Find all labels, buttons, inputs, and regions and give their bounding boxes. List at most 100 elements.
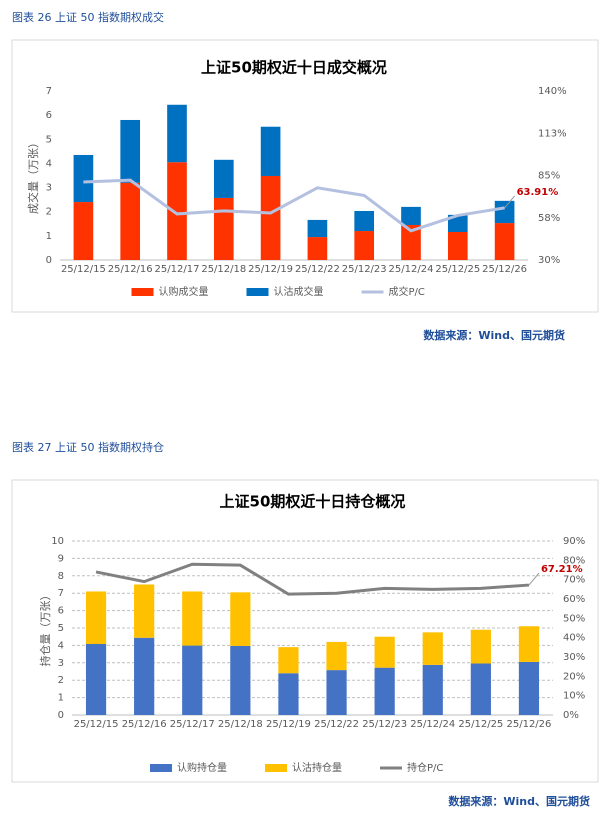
bar bbox=[260, 175, 281, 260]
bar bbox=[326, 641, 347, 671]
bar bbox=[167, 162, 187, 260]
y2-tick-label: 140% bbox=[538, 86, 567, 97]
y-tick-label: 1 bbox=[46, 231, 52, 242]
value-label: 67.21% bbox=[541, 564, 583, 575]
y-tick-label: 1 bbox=[58, 693, 64, 704]
figure-source: 数据来源：Wind、国元期货 bbox=[423, 328, 565, 342]
legend-swatch bbox=[246, 288, 269, 296]
y-tick-label: 4 bbox=[58, 640, 64, 651]
y-tick-label: 6 bbox=[58, 606, 64, 617]
bar bbox=[85, 644, 107, 715]
chart-title: 上证50期权近十日持仓概况 bbox=[220, 493, 406, 511]
y-tick-label: 2 bbox=[46, 207, 52, 218]
y2-tick-label: 90% bbox=[563, 536, 585, 547]
y2-tick-label: 10% bbox=[563, 691, 585, 702]
y-tick-label: 0 bbox=[46, 255, 52, 266]
bar bbox=[120, 182, 141, 260]
value-label: 63.91% bbox=[517, 187, 559, 198]
x-tick-label: 25/12/18 bbox=[201, 264, 246, 275]
x-tick-label: 25/12/23 bbox=[362, 719, 407, 730]
legend-label: 认沽成交量 bbox=[274, 285, 324, 298]
y2-tick-label: 58% bbox=[538, 213, 560, 224]
x-tick-label: 25/12/25 bbox=[458, 719, 503, 730]
bar bbox=[422, 632, 443, 665]
bar bbox=[447, 231, 468, 260]
legend-swatch bbox=[265, 764, 287, 772]
bar bbox=[494, 200, 515, 224]
legend-label: 认沽持仓量 bbox=[292, 761, 342, 774]
bar bbox=[213, 197, 234, 260]
y-tick-label: 10 bbox=[51, 536, 64, 547]
bar bbox=[73, 202, 94, 260]
y-tick-label: 2 bbox=[58, 675, 64, 686]
x-tick-label: 25/12/24 bbox=[389, 264, 434, 275]
x-tick-label: 25/12/17 bbox=[170, 719, 215, 730]
x-tick-label: 25/12/22 bbox=[314, 719, 359, 730]
figure-caption: 图表 26 上证 50 指数期权成交 bbox=[12, 10, 164, 24]
bar bbox=[260, 126, 281, 176]
legend-label: 持仓P/C bbox=[407, 761, 443, 774]
x-tick-label: 25/12/18 bbox=[218, 719, 263, 730]
y-axis-label: 持仓量（万张） bbox=[38, 590, 52, 667]
y2-tick-label: 40% bbox=[563, 633, 585, 644]
y-tick-label: 3 bbox=[58, 658, 64, 669]
x-tick-label: 25/12/26 bbox=[482, 264, 527, 275]
bar bbox=[73, 154, 94, 203]
bar bbox=[447, 214, 468, 232]
y2-tick-label: 50% bbox=[563, 613, 585, 624]
x-tick-label: 25/12/15 bbox=[74, 719, 119, 730]
legend-swatch bbox=[150, 764, 172, 772]
bar bbox=[307, 237, 328, 260]
x-tick-label: 25/12/23 bbox=[342, 264, 387, 275]
y2-tick-label: 70% bbox=[563, 575, 585, 586]
x-tick-label: 25/12/24 bbox=[410, 719, 455, 730]
bar bbox=[374, 667, 395, 715]
x-tick-label: 25/12/25 bbox=[435, 264, 480, 275]
bar bbox=[278, 673, 299, 715]
y2-tick-label: 0% bbox=[563, 710, 579, 721]
bar bbox=[494, 223, 515, 260]
legend-label: 认购成交量 bbox=[159, 285, 209, 298]
label-leader bbox=[528, 572, 540, 586]
bar bbox=[182, 645, 203, 715]
chart-frame bbox=[11, 479, 599, 783]
bar bbox=[326, 670, 347, 715]
x-tick-label: 25/12/16 bbox=[108, 264, 153, 275]
legend-label: 认购持仓量 bbox=[177, 761, 227, 774]
bar bbox=[120, 119, 141, 183]
y-tick-label: 4 bbox=[46, 158, 52, 169]
bar bbox=[213, 159, 234, 198]
bar bbox=[374, 636, 395, 668]
bar bbox=[470, 663, 491, 715]
y-tick-label: 6 bbox=[46, 110, 52, 121]
x-tick-label: 25/12/15 bbox=[61, 264, 106, 275]
x-tick-label: 25/12/19 bbox=[266, 719, 311, 730]
y-tick-label: 5 bbox=[58, 623, 64, 634]
figure-caption: 图表 27 上证 50 指数期权持仓 bbox=[12, 440, 164, 454]
bar bbox=[307, 219, 328, 238]
x-tick-label: 25/12/17 bbox=[155, 264, 200, 275]
x-tick-label: 25/12/16 bbox=[122, 719, 167, 730]
bar bbox=[85, 591, 107, 645]
x-tick-label: 25/12/19 bbox=[248, 264, 293, 275]
bar bbox=[182, 591, 203, 646]
line bbox=[83, 178, 505, 233]
y2-tick-label: 20% bbox=[563, 671, 585, 682]
bar bbox=[134, 637, 155, 715]
bar bbox=[422, 664, 443, 715]
bar bbox=[518, 626, 540, 662]
y2-tick-label: 60% bbox=[563, 594, 585, 605]
x-tick-label: 25/12/26 bbox=[506, 719, 551, 730]
bar bbox=[134, 584, 155, 638]
bar bbox=[167, 104, 187, 163]
y2-tick-label: 30% bbox=[563, 652, 585, 663]
y-tick-label: 8 bbox=[58, 571, 64, 582]
y-tick-label: 3 bbox=[46, 183, 52, 194]
bar bbox=[354, 231, 375, 260]
bar bbox=[401, 206, 421, 225]
y-tick-label: 0 bbox=[58, 710, 64, 721]
chart-frame bbox=[11, 39, 599, 313]
y-tick-label: 7 bbox=[46, 86, 52, 97]
line bbox=[95, 562, 530, 596]
